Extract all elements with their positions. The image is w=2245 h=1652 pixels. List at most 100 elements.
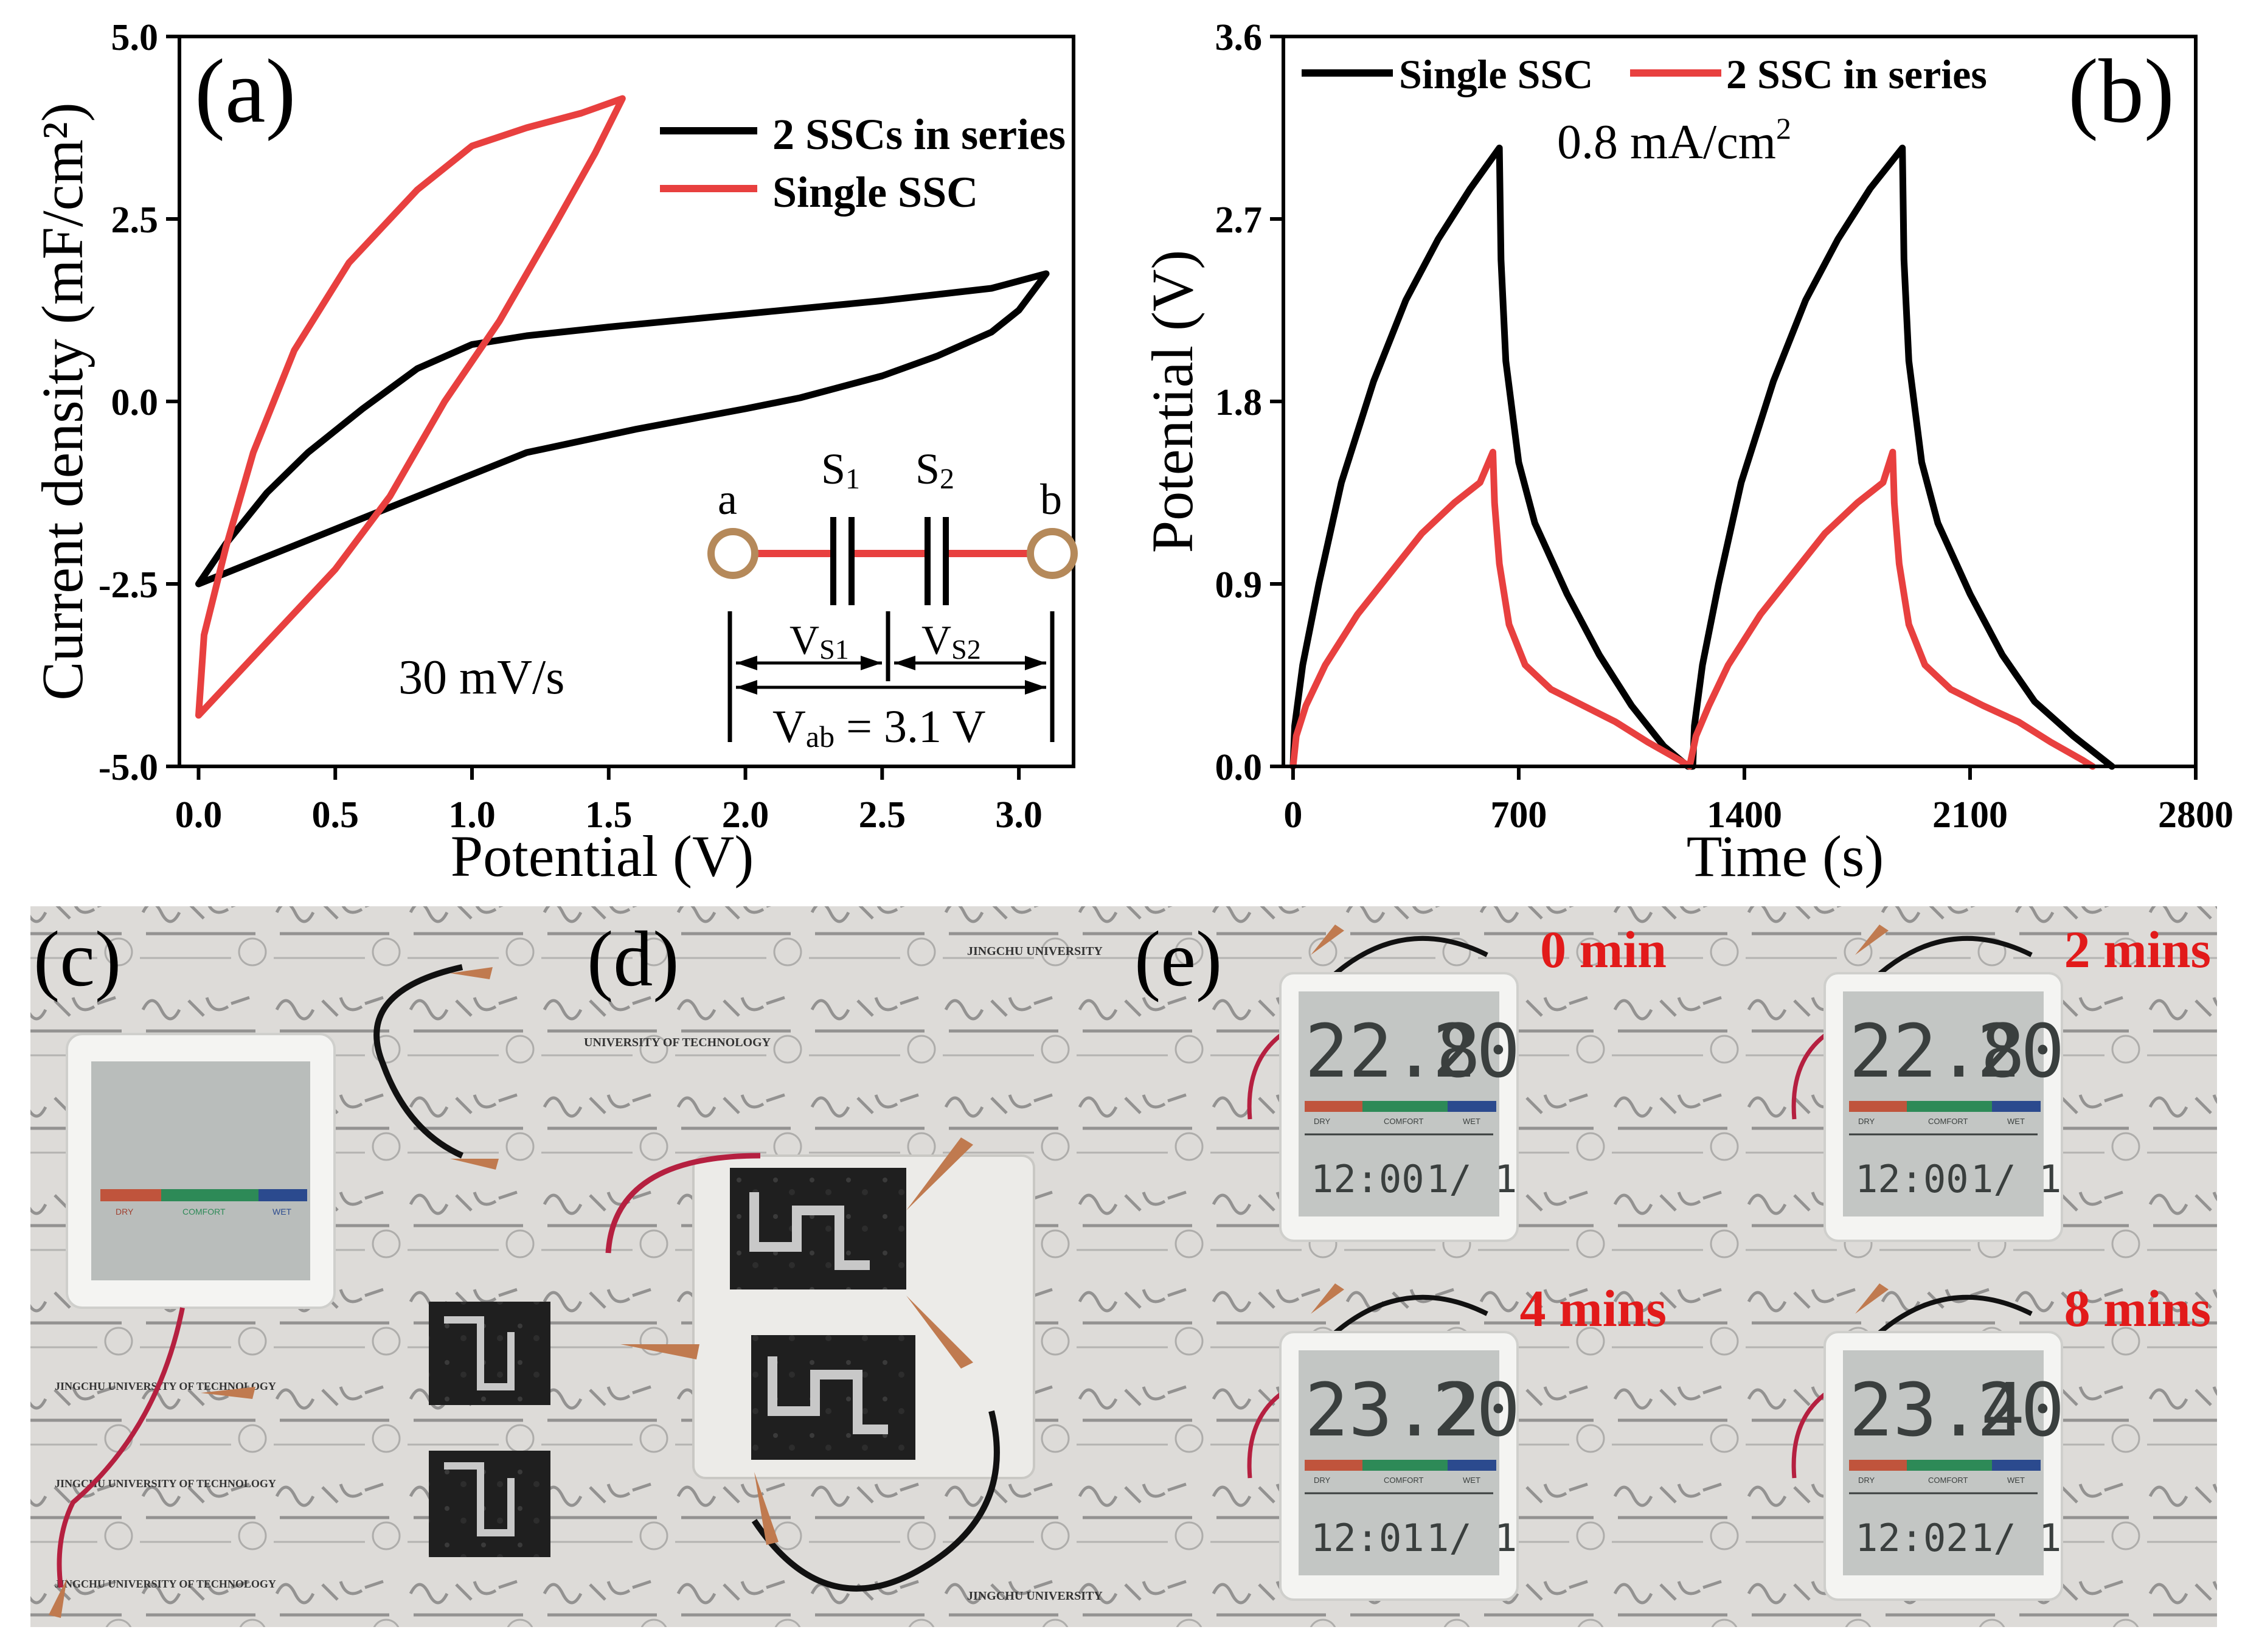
circuit-label-vab-value: = 3.1 V	[835, 701, 985, 752]
wire-black-e	[1327, 935, 1488, 981]
elapsed-time-label: 2 mins	[2064, 920, 2211, 979]
temperature-readout: 22.8	[1305, 1010, 1480, 1094]
bar-wet	[1992, 1101, 2041, 1112]
bar-label: COMFORT	[1928, 1117, 1968, 1126]
circuit-label-vs2-main: V	[921, 617, 951, 663]
chart-a-series-group	[195, 95, 1050, 719]
circuit-label-vs2-sub: S2	[951, 634, 981, 665]
bar-comfort	[1362, 1460, 1448, 1471]
humidity-readout: 20	[1432, 1369, 1521, 1453]
bar-wet	[259, 1189, 307, 1201]
clock-readout: 12:00	[1311, 1157, 1424, 1201]
chart-a-series-1-line	[195, 270, 1050, 588]
voltage-arrow-ab	[736, 680, 1046, 695]
chart-a-ytick-label: 0.0	[111, 382, 159, 423]
elapsed-time-label: 8 mins	[2064, 1279, 2211, 1338]
chart-b-xtick-label: 0	[1283, 794, 1302, 836]
bar-wet	[1448, 1460, 1496, 1471]
wire-red-c	[57, 1307, 185, 1588]
chart-a-ytick-label: -2.5	[99, 564, 158, 606]
chart-b-annotation-sup: 2	[1776, 111, 1791, 145]
chart-b: 0 700 1400 2100 2800 0.0 0.9 1.8 2.7 3.6 (b) Time…	[1140, 17, 2233, 889]
circuit-label-vs1: VS1	[789, 617, 849, 665]
bar-wet	[1448, 1101, 1496, 1112]
chart-a-xtick-label: 1.0	[448, 794, 496, 836]
photo-d-caption-1: JINGCHU UNIVERSITY	[967, 945, 1103, 958]
temperature-readout: 23.4	[1849, 1369, 2025, 1453]
bar-label: DRY	[1858, 1476, 1875, 1485]
circuit-label-vs1-sub: S1	[819, 634, 849, 665]
circuit-label-s1-sub: 1	[845, 463, 860, 495]
bar-comfort	[1362, 1101, 1448, 1112]
circuit-node-b	[1027, 528, 1078, 579]
photo-e-label: (e)	[1134, 915, 1222, 1003]
bar-label: WET	[1463, 1476, 1480, 1485]
chart-b-ytick-label: 0.0	[1215, 747, 1263, 788]
date-readout: 1/ 1	[1426, 1157, 1517, 1201]
circuit-label-a: a	[718, 475, 737, 524]
hygrometer-c-screen	[91, 1061, 310, 1280]
photo-d-caption-2: UNIVERSITY OF TECHNOLOGY	[584, 1036, 771, 1049]
bar-label: DRY	[1314, 1117, 1331, 1126]
date-readout: 1/ 1	[1426, 1516, 1517, 1560]
chart-a-legend-item-1: 2 SSCs in series	[772, 110, 1066, 159]
circuit-label-vab-main: V	[772, 701, 806, 752]
circuit-label-b: b	[1040, 475, 1062, 524]
chart-a-ytick-label: 2.5	[111, 200, 159, 241]
alligator-clip-e	[1855, 925, 1889, 955]
chart-b-annotation-current-density: 0.8 mA/cm2	[1557, 111, 1791, 169]
circuit-label-s1: S1	[821, 445, 860, 495]
wire-black-c	[373, 964, 464, 1159]
wire-black-d	[751, 1410, 1000, 1592]
alligator-clip-e	[1855, 1283, 1889, 1314]
elapsed-time-label: 4 mins	[1520, 1279, 1667, 1338]
photo-c-caption-2: JINGCHU UNIVERSITY OF TECHNOLOGY	[55, 1477, 276, 1490]
wire-black-e	[1872, 935, 2033, 981]
chart-a-xtick-label: 2.5	[859, 794, 906, 836]
bar-label: COMFORT	[1928, 1476, 1968, 1485]
bar-comfort	[1907, 1101, 1992, 1112]
humidity-readout: 20	[1977, 1010, 2065, 1094]
chart-b-ylabel: Potential (V)	[1140, 250, 1205, 554]
bar-label: DRY	[1858, 1117, 1875, 1126]
bar-dry	[100, 1189, 161, 1201]
clock-readout: 12:00	[1855, 1157, 1969, 1201]
chart-b-ytick-label: 3.6	[1215, 17, 1263, 58]
chart-a-ticks: 0.0 0.5 1.0 1.5 2.0 2.5 3.0 -5.0 -2.5 0.0 2.5 5.0	[99, 17, 1043, 836]
bar-label-dry: DRY	[116, 1207, 134, 1216]
bar-label: WET	[2007, 1117, 2025, 1126]
photo-e-frame-1: 22.820 DRY COMFORT WET 12:00 1/ 1 0 min	[1247, 920, 1667, 1242]
alligator-clip-e	[1311, 925, 1344, 955]
chart-a-series-2-line	[195, 95, 626, 719]
bar-comfort	[1907, 1460, 1992, 1471]
bar-label-comfort: COMFORT	[182, 1207, 226, 1216]
photo-d-caption-3: JINGCHU UNIVERSITY	[967, 1589, 1103, 1603]
circuit-label-s2-sub: 2	[940, 463, 954, 495]
chart-a-panel-label: (a)	[195, 41, 296, 142]
humidity-readout: 20	[1977, 1369, 2065, 1453]
circuit-label-vs2: VS2	[921, 617, 981, 665]
photo-e-frame-3: 23.220 DRY COMFORT WET 12:01 1/ 1 4 mins	[1247, 1279, 1667, 1601]
alligator-clips-c	[49, 967, 499, 1618]
clock-readout: 12:01	[1311, 1516, 1424, 1560]
circuit-label-s2: S2	[915, 445, 954, 495]
alligator-clip-e	[1311, 1283, 1344, 1314]
bar-wet	[1992, 1460, 2041, 1471]
wire-black-e	[1327, 1294, 1488, 1340]
bar-label: WET	[2007, 1476, 2025, 1485]
chart-b-xtick-label: 2800	[2158, 794, 2233, 836]
bar-comfort	[161, 1189, 259, 1201]
chart-b-xlabel: Time (s)	[1687, 824, 1884, 889]
circuit-label-vab: Vab = 3.1 V	[772, 701, 986, 754]
clock-readout: 12:02	[1855, 1516, 1969, 1560]
elapsed-time-label: 0 min	[1540, 920, 1667, 979]
wire-black-e	[1872, 1294, 2033, 1340]
circuit-label-vs1-main: V	[789, 617, 819, 663]
ssc-device-d1	[730, 1168, 906, 1289]
chart-b-legend-item-2: 2 SSC in series	[1726, 51, 1987, 97]
chart-a-xtick-label: 2.0	[722, 794, 769, 836]
chart-a-legend-item-2: Single SSC	[772, 168, 978, 217]
bar-dry	[1849, 1101, 1907, 1112]
